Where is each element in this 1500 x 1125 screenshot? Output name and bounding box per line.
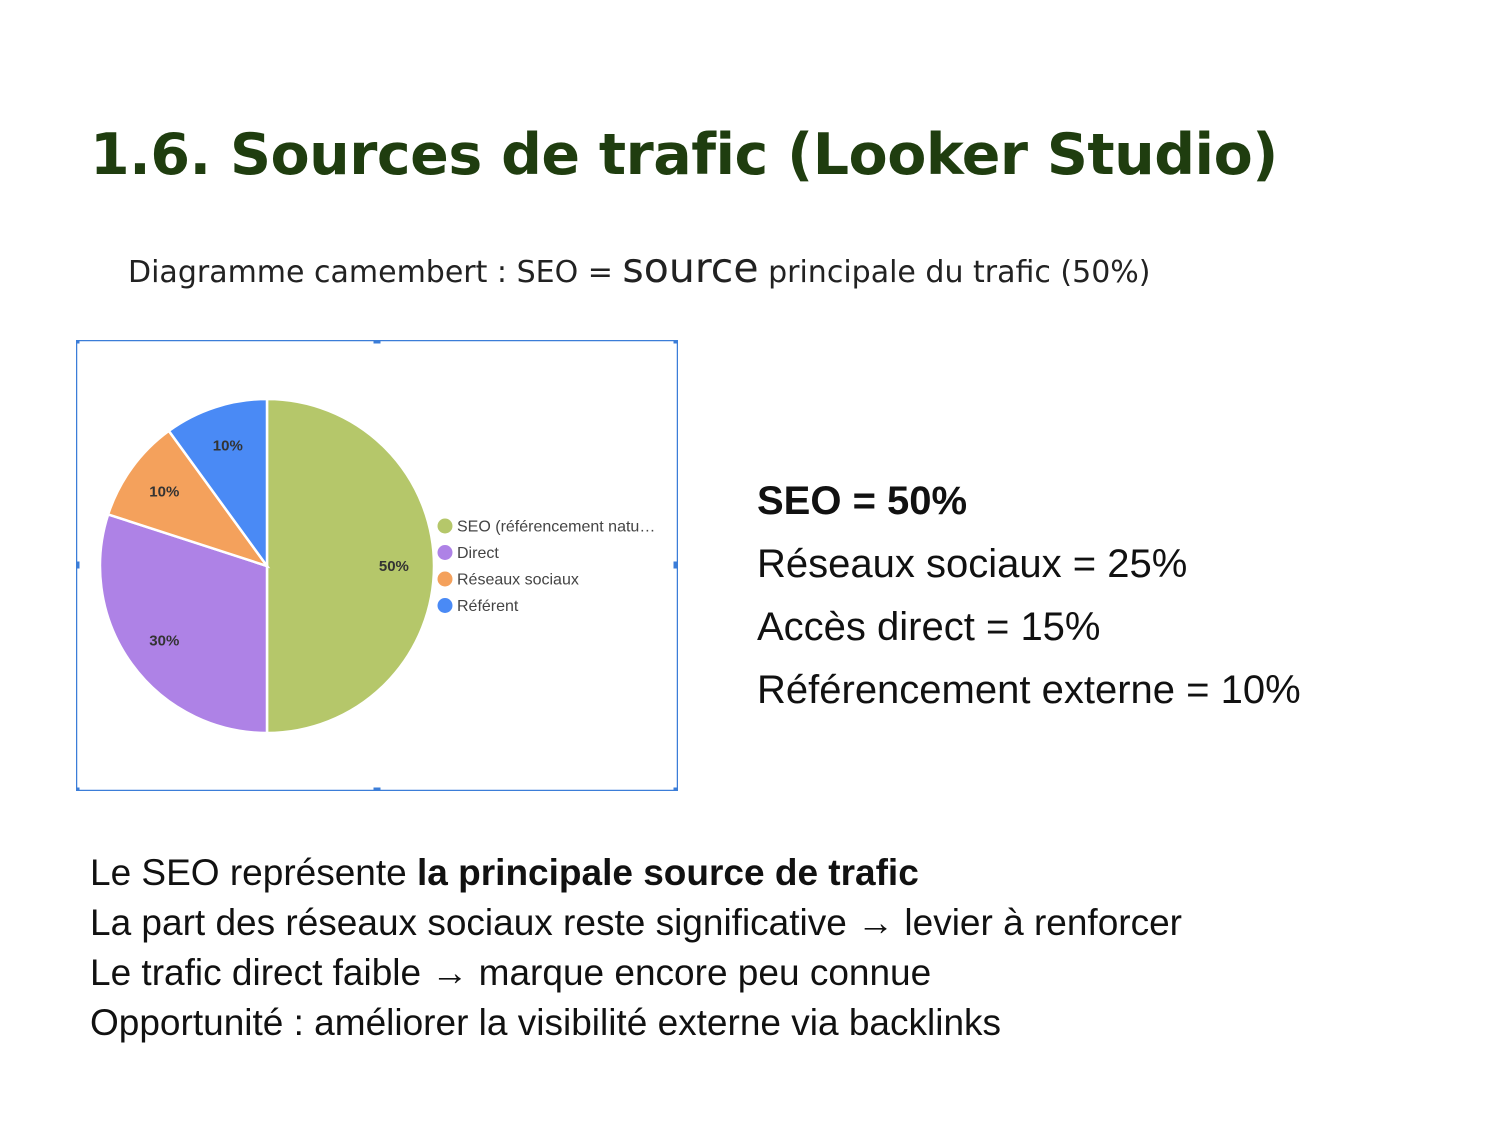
note-4: Opportunité : améliorer la visibilité ex… — [90, 1002, 1002, 1043]
resize-handle[interactable] — [373, 340, 381, 344]
pie-slice-3[interactable] — [106, 429, 271, 569]
pie-data-label: 10% — [149, 483, 179, 500]
slide-title: 1.6. Sources de trafic (Looker Studio) — [90, 122, 1278, 188]
pie-data-label: 50% — [379, 558, 409, 575]
pie-chart[interactable]: 50% 30% 10% 10% SEO (référencement natu… Dire… — [76, 340, 678, 791]
subtitle-text-end: principale du trafic (50%) — [758, 255, 1151, 290]
resize-handle[interactable] — [673, 787, 679, 792]
subtitle-emphasis: source — [622, 244, 759, 292]
resize-handle[interactable] — [76, 561, 80, 569]
note-1: Le SEO représente la principale source d… — [90, 848, 1420, 898]
stat-referral: Référencement externe = 10% — [757, 668, 1301, 712]
legend-swatch — [437, 545, 453, 560]
legend-label: Réseaux sociaux — [457, 572, 579, 589]
stat-seo: SEO = 50% — [757, 479, 968, 523]
stat-social: Réseaux sociaux = 25% — [757, 542, 1188, 586]
pie-data-label: 10% — [213, 437, 243, 454]
pie-chart-frame[interactable]: 50% 30% 10% 10% SEO (référencement natu… Dire… — [76, 340, 678, 791]
note-2: La part des réseaux sociaux reste signif… — [90, 902, 1183, 943]
notes: Le SEO représente la principale source d… — [90, 848, 1420, 1048]
pie-slice-2[interactable] — [98, 512, 269, 735]
note-1-bold: la principale source de trafic — [417, 852, 919, 893]
note-1-text: Le SEO représente — [90, 852, 418, 893]
stats-list: SEO = 50% Réseaux sociaux = 25% Accès di… — [757, 470, 1301, 722]
pie-slice-1[interactable] — [265, 397, 436, 735]
legend-swatch — [437, 518, 453, 534]
stat-direct: Accès direct = 15% — [757, 605, 1101, 649]
pie-slice-4[interactable] — [167, 397, 269, 570]
resize-handle[interactable] — [673, 561, 679, 569]
note-3: Le trafic direct faible → marque encore … — [90, 952, 932, 993]
resize-handle[interactable] — [673, 340, 679, 344]
subtitle-text: Diagramme camembert : SEO = — [128, 255, 623, 290]
legend-label: Direct — [457, 545, 499, 562]
resize-handle[interactable] — [76, 340, 80, 344]
resize-handle[interactable] — [373, 787, 381, 792]
legend-swatch — [437, 598, 453, 613]
pie-data-label: 30% — [149, 633, 179, 650]
legend-label: Référent — [457, 598, 519, 615]
legend-swatch — [437, 571, 453, 587]
slide-subtitle: Diagramme camembert : SEO = source princ… — [128, 244, 1151, 292]
resize-handle[interactable] — [76, 787, 80, 792]
legend-label: SEO (référencement natu… — [457, 519, 655, 536]
